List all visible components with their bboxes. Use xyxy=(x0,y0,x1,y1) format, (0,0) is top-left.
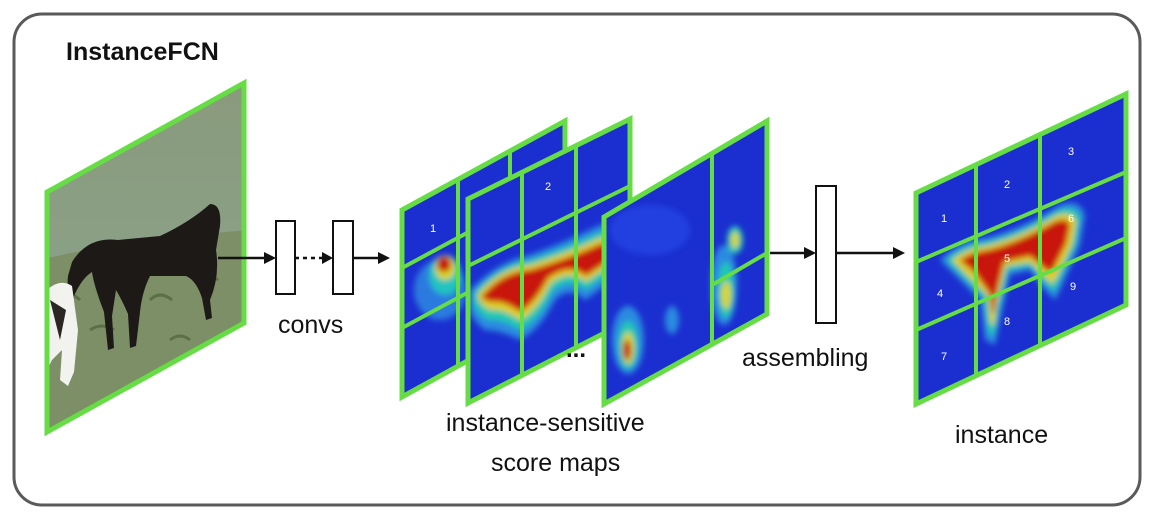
horse-shape xyxy=(67,204,221,350)
convs-label: convs xyxy=(278,311,344,339)
assembling-block xyxy=(815,185,837,324)
arrow-conv-dotted xyxy=(295,252,333,264)
out-cell-7: 7 xyxy=(941,351,947,363)
arrow-convs-to-maps xyxy=(353,252,390,264)
diagram-title: InstanceFCN xyxy=(66,38,219,66)
out-cell-1: 1 xyxy=(941,213,947,225)
conv-block-1 xyxy=(275,220,296,295)
out-cell-2: 2 xyxy=(1004,179,1010,191)
input-image xyxy=(44,78,247,437)
out-cell-8: 8 xyxy=(1004,316,1010,328)
map1-cell-number: 1 xyxy=(430,223,436,235)
assembling-label: assembling xyxy=(742,344,869,372)
arrow-maps-to-assembling xyxy=(770,247,816,259)
out-cell-3: 3 xyxy=(1068,146,1074,158)
out-cell-6: 6 xyxy=(1068,213,1074,225)
arrow-input-to-convs xyxy=(218,252,276,264)
ellipsis-label: ... xyxy=(566,336,587,363)
arrow-assembling-to-instance xyxy=(836,247,905,259)
out-cell-4: 4 xyxy=(937,288,943,300)
map2-cell-number: 2 xyxy=(545,181,551,193)
out-cell-9: 9 xyxy=(1070,281,1076,293)
out-cell-5: 5 xyxy=(1004,253,1010,265)
score-maps-label-line1: instance-sensitive xyxy=(446,409,645,437)
instance-label: instance xyxy=(955,421,1049,449)
score-maps-label-line2: score maps xyxy=(491,449,621,477)
conv-block-2 xyxy=(332,220,354,295)
